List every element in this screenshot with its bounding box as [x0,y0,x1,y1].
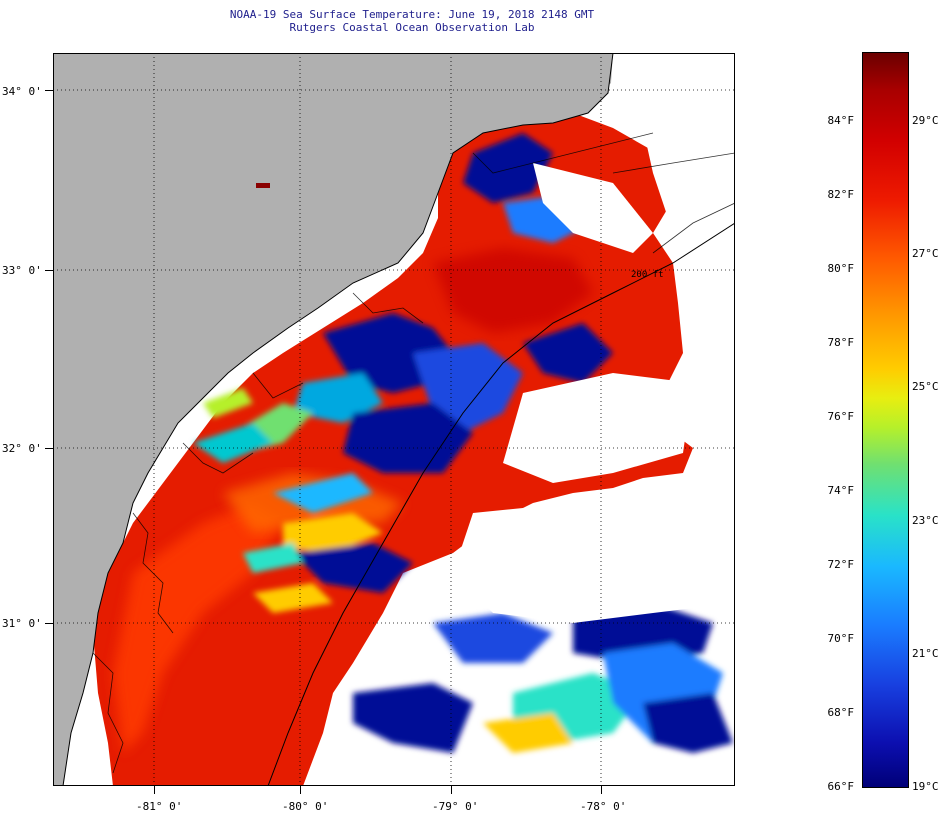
cb-label-c: 23°C [912,514,939,527]
cb-label-f: 68°F [827,706,855,719]
lon-label-79: -79° 0' [432,800,479,813]
temperature-colorbar [862,52,909,788]
cb-label-f: 72°F [827,558,855,571]
cb-label-c: 19°C [912,780,939,793]
map-title: NOAA-19 Sea Surface Temperature: June 19… [229,8,595,21]
hot-patch-2 [433,248,593,333]
cb-label-f: 84°F [827,114,855,127]
lon-label-81: -81° 0' [136,800,183,813]
tick [45,270,53,271]
cb-label-f: 80°F [827,262,855,275]
tick [451,786,452,794]
gridlines [53,53,735,786]
lat-label-34: 34° 0' [2,85,42,98]
sst-map: 200 ft [53,53,735,786]
cb-label-f: 66°F [827,780,855,793]
hot-patches [113,503,283,753]
isobath-label: 200 ft [631,270,664,280]
tick [45,448,53,449]
map-subtitle: Rutgers Coastal Ocean Observation Lab [289,21,535,34]
cb-label-c: 29°C [912,114,939,127]
estuary-lines [92,132,735,774]
cloud-gaps [453,83,735,623]
cb-label-f: 70°F [827,632,855,645]
tick [300,786,301,794]
upwelling-streaks [193,133,733,753]
tick [45,623,53,624]
lat-label-32: 32° 0' [2,442,42,455]
cb-label-c: 21°C [912,647,939,660]
lat-label-33: 33° 0' [2,264,42,277]
sst-map-svg: 200 ft [53,53,735,786]
cb-label-f: 76°F [827,410,855,423]
tick [601,786,602,794]
inland-warm-pixel [256,183,270,188]
land-mass [53,53,613,786]
cb-label-c: 25°C [912,380,939,393]
isobath-200ft [267,222,735,786]
coastline [62,53,614,786]
tick [45,90,53,91]
lon-label-80: -80° 0' [282,800,329,813]
lat-label-31: 31° 0' [2,617,42,630]
cb-label-c: 27°C [912,247,939,260]
cb-label-f: 78°F [827,336,855,349]
tick [154,786,155,794]
lon-label-78: -78° 0' [580,800,627,813]
cb-label-f: 82°F [827,188,855,201]
cb-label-f: 74°F [827,484,855,497]
